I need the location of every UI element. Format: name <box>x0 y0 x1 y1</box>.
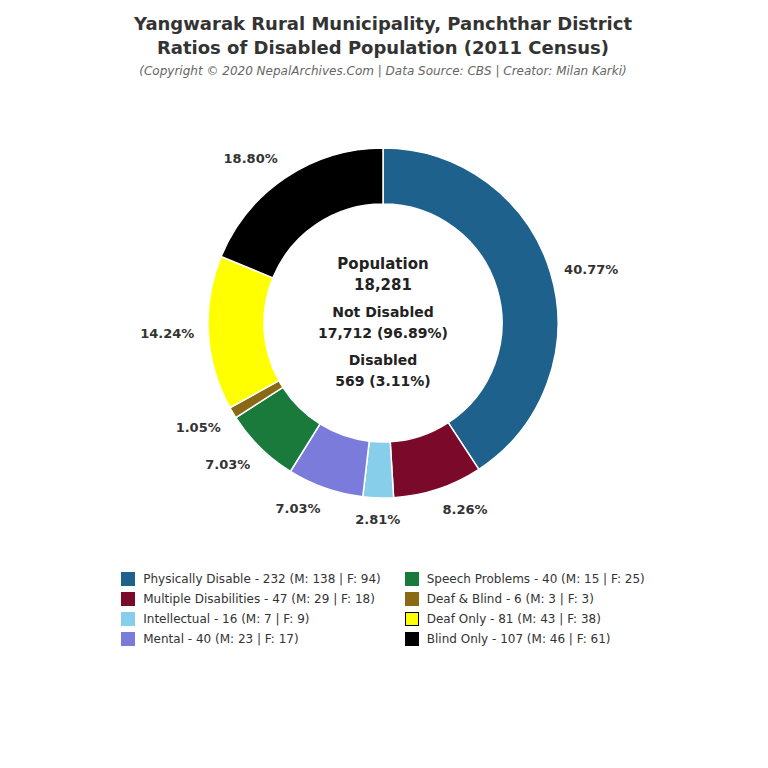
svg-text:8.26%: 8.26% <box>442 502 487 517</box>
html-text:569 (3.11%): 569 (3.11%) <box>335 373 431 389</box>
html-text:(Copyright © 2020 NepalArchive: (Copyright © 2020 NepalArchives.Com | Da… <box>139 64 627 78</box>
svg-text:1.05%: 1.05% <box>176 420 221 435</box>
html-text:Physically Disable - 232 (M: 1: Physically Disable - 232 (M: 138 | F: 94… <box>143 572 381 586</box>
html-text:17,712 (96.89%): 17,712 (96.89%) <box>318 325 448 341</box>
html-text:Disabled: Disabled <box>348 352 418 368</box>
html-text:Not Disabled: Not Disabled <box>332 304 434 320</box>
svg-text:18.80%: 18.80% <box>224 151 278 166</box>
svg-text:14.24%: 14.24% <box>140 326 194 341</box>
html-text:Ratios of Disabled Population: Ratios of Disabled Population (2011 Cens… <box>157 37 609 58</box>
html-text:18,281: 18,281 <box>354 276 412 294</box>
svg-text:7.03%: 7.03% <box>205 457 250 472</box>
html-text:Deaf & Blind - 6 (M: 3 | F: 3): Deaf & Blind - 6 (M: 3 | F: 3) <box>426 592 594 606</box>
html-text:Mental - 40 (M: 23 | F: 17): Mental - 40 (M: 23 | F: 17) <box>143 632 299 646</box>
html-text:Multiple Disabilities - 47 (M:: Multiple Disabilities - 47 (M: 29 | F: 1… <box>143 592 375 606</box>
svg-text:40.77%: 40.77% <box>564 262 618 277</box>
html-text:Deaf Only - 81 (M: 43 | F: 38): Deaf Only - 81 (M: 43 | F: 38) <box>426 612 601 626</box>
html-text:Yangwarak Rural Municipality,: Yangwarak Rural Municipality, Panchthar … <box>134 13 632 34</box>
html-text:Speech Problems - 40 (M: 15 |: Speech Problems - 40 (M: 15 | F: 25) <box>426 572 645 586</box>
html-text:Blind Only - 107 (M: 46 | F: 6: Blind Only - 107 (M: 46 | F: 61) <box>426 632 611 646</box>
html-text:Intellectual - 16 (M: 7 | F: 9: Intellectual - 16 (M: 7 | F: 9) <box>143 612 310 626</box>
svg-text:2.81%: 2.81% <box>355 512 400 527</box>
html-text:Population: Population <box>337 255 429 273</box>
svg-text:7.03%: 7.03% <box>275 501 320 516</box>
